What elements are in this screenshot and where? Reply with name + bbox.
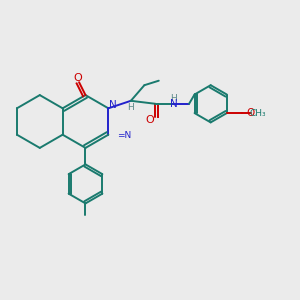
Text: CH₃: CH₃ (249, 109, 266, 118)
Text: O: O (73, 73, 82, 83)
Text: H: H (127, 103, 134, 112)
Text: N: N (169, 99, 177, 109)
Text: O: O (247, 108, 255, 118)
Text: H: H (170, 94, 177, 103)
Text: N: N (109, 100, 117, 110)
Text: =N: =N (117, 131, 131, 140)
Text: O: O (146, 115, 154, 125)
